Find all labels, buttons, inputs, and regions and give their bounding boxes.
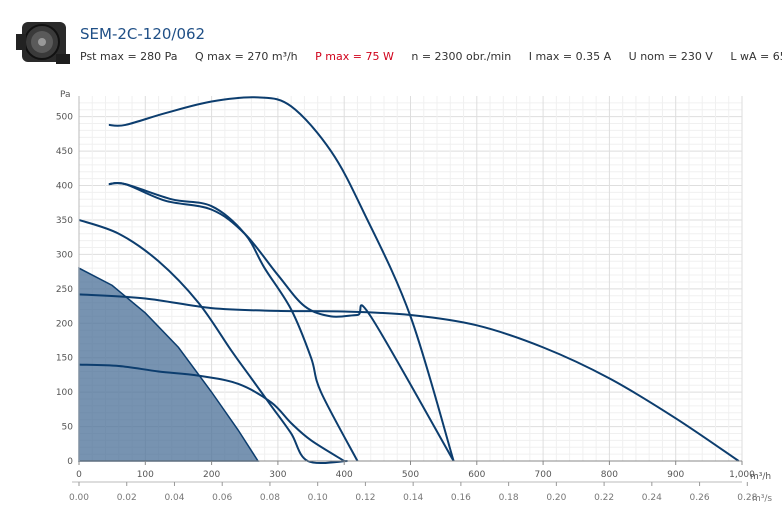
highlighted-area	[78, 266, 260, 462]
curve-3	[108, 182, 359, 462]
x-tick-label: 800	[601, 470, 618, 480]
x2-tick-label: 0.22	[594, 493, 614, 503]
y-tick-label: 350	[56, 216, 73, 226]
spec-q-max: Q max = 270 m³/h	[195, 50, 298, 63]
x-tick-label: 900	[667, 470, 684, 480]
y-tick-label: 300	[56, 250, 73, 260]
spec-speed: n = 2300 obr./min	[411, 50, 512, 63]
x-tick-label: 1,000	[729, 470, 755, 480]
x2-tick-label: 0.24	[642, 493, 662, 503]
product-title: SEM-2C-120/062	[80, 25, 206, 43]
x-tick-label: 600	[468, 470, 485, 480]
x-tick-label: 300	[269, 470, 286, 480]
header: SEM-2C-120/062 Pst max = 280 Pa Q max = …	[0, 0, 782, 80]
y-tick-label: 250	[56, 285, 73, 295]
x2-tick-label: 0.10	[308, 493, 328, 503]
x2-tick-label: 0.26	[690, 493, 710, 503]
x-axis-secondary-label: m³/s	[752, 494, 772, 504]
spec-u-nom: U nom = 230 V	[628, 50, 713, 63]
x2-tick-label: 0.20	[546, 493, 566, 503]
curves	[78, 96, 740, 465]
spec-lwa: L wA = 65 dB(A)	[730, 50, 782, 63]
x2-tick-label: 0.28	[737, 493, 757, 503]
y-tick-label: 500	[56, 113, 73, 123]
spec-list: Pst max = 280 Pa Q max = 270 m³/h P max …	[80, 50, 782, 63]
curve-2	[108, 181, 455, 462]
y-tick-label: 200	[56, 319, 73, 329]
x2-tick-label: 0.04	[164, 493, 184, 503]
x-tick-label: 500	[402, 470, 419, 480]
x-tick-label: 200	[203, 470, 220, 480]
x-tick-label: 400	[336, 470, 353, 480]
x2-tick-label: 0.16	[451, 493, 471, 503]
x2-tick-label: 0.12	[355, 493, 375, 503]
x2-tick-label: 0.14	[403, 493, 423, 503]
y-tick-label: 0	[67, 457, 73, 467]
x-tick-label: 0	[76, 470, 82, 480]
y-tick-label: 150	[56, 354, 73, 364]
x-tick-label: 700	[535, 470, 552, 480]
spec-pst-max: Pst max = 280 Pa	[80, 50, 178, 63]
y-tick-label: 50	[62, 423, 74, 433]
x-tick-label: 100	[137, 470, 154, 480]
y-tick-label: 400	[56, 182, 73, 192]
curve-1	[108, 96, 455, 462]
y-tick-label: 100	[56, 388, 73, 398]
y-tick-label: 450	[56, 147, 73, 157]
spec-i-max: I max = 0.35 A	[528, 50, 612, 63]
x2-tick-label: 0.06	[212, 493, 232, 503]
axes: 0 50 100 150 200 250 300 350 400 450 500 0 100 200 300…	[56, 96, 758, 503]
curve-4	[78, 219, 348, 465]
x2-tick-label: 0.08	[260, 493, 280, 503]
x2-tick-label: 0.18	[499, 493, 519, 503]
x2-tick-label: 0.02	[117, 493, 137, 503]
operating-area	[78, 266, 260, 462]
curve-6	[78, 363, 345, 462]
curve-5	[78, 293, 740, 462]
fan-product-icon	[16, 22, 70, 64]
x2-tick-label: 0.00	[69, 493, 89, 503]
x-axis-label: m³/h	[750, 472, 771, 482]
spec-p-max: P max = 75 W	[315, 50, 394, 63]
y-axis-label: Pa	[60, 90, 71, 100]
